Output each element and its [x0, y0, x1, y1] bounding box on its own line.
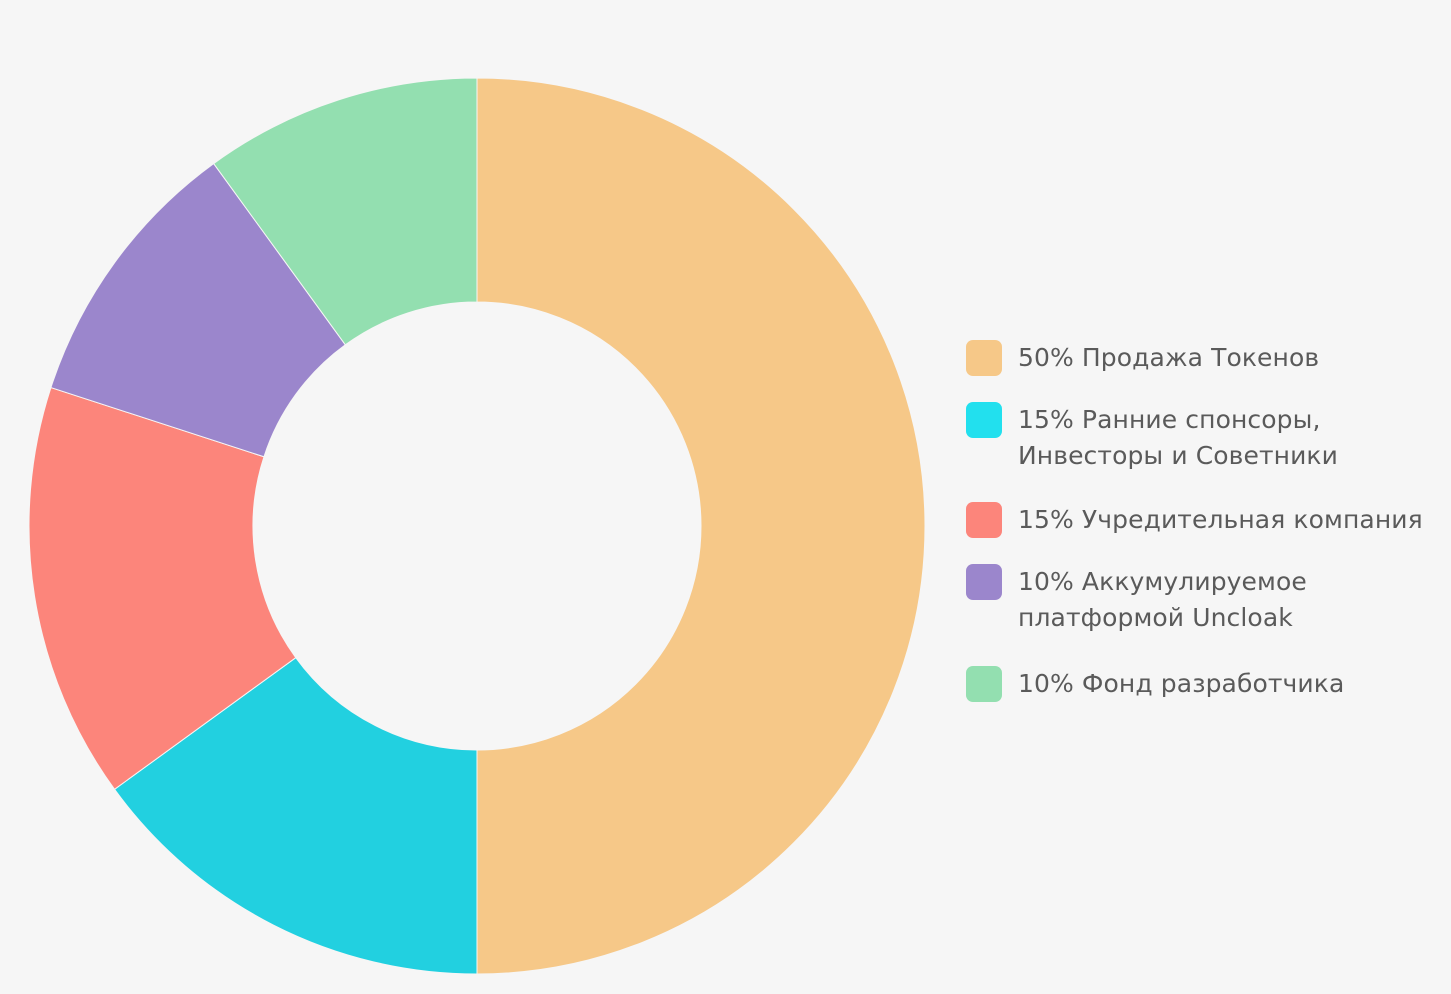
slice-early-sponsors[interactable] — [113, 656, 478, 975]
legend-item-early-sponsors[interactable]: 15% Ранние спонсоры, Инвесторы и Советни… — [966, 402, 1451, 474]
chart-legend: 50% Продажа Токенов 15% Ранние спонсоры,… — [966, 340, 1451, 728]
donut-chart — [28, 77, 926, 975]
legend-swatch — [966, 402, 1002, 438]
legend-label: 15% Ранние спонсоры, Инвесторы и Советни… — [1018, 405, 1338, 470]
legend-item-token-sale[interactable]: 50% Продажа Токенов — [966, 340, 1451, 376]
legend-swatch — [966, 340, 1002, 376]
legend-swatch — [966, 666, 1002, 702]
legend-label: 10% Аккумулируемое платформой Uncloak — [1018, 567, 1307, 632]
legend-swatch — [966, 502, 1002, 538]
legend-item-founding-company[interactable]: 15% Учредительная компания — [966, 502, 1451, 538]
slice-developer-fund[interactable] — [212, 77, 478, 346]
slice-founding-company[interactable] — [28, 386, 297, 791]
legend-label: 15% Учредительная компания — [1018, 505, 1423, 534]
legend-label: 10% Фонд разработчика — [1018, 669, 1345, 698]
slice-token-sale[interactable] — [476, 77, 926, 975]
legend-swatch — [966, 564, 1002, 600]
legend-item-platform-accumulated[interactable]: 10% Аккумулируемое платформой Uncloak — [966, 564, 1451, 636]
legend-label: 50% Продажа Токенов — [1018, 343, 1320, 372]
legend-item-developer-fund[interactable]: 10% Фонд разработчика — [966, 666, 1451, 702]
